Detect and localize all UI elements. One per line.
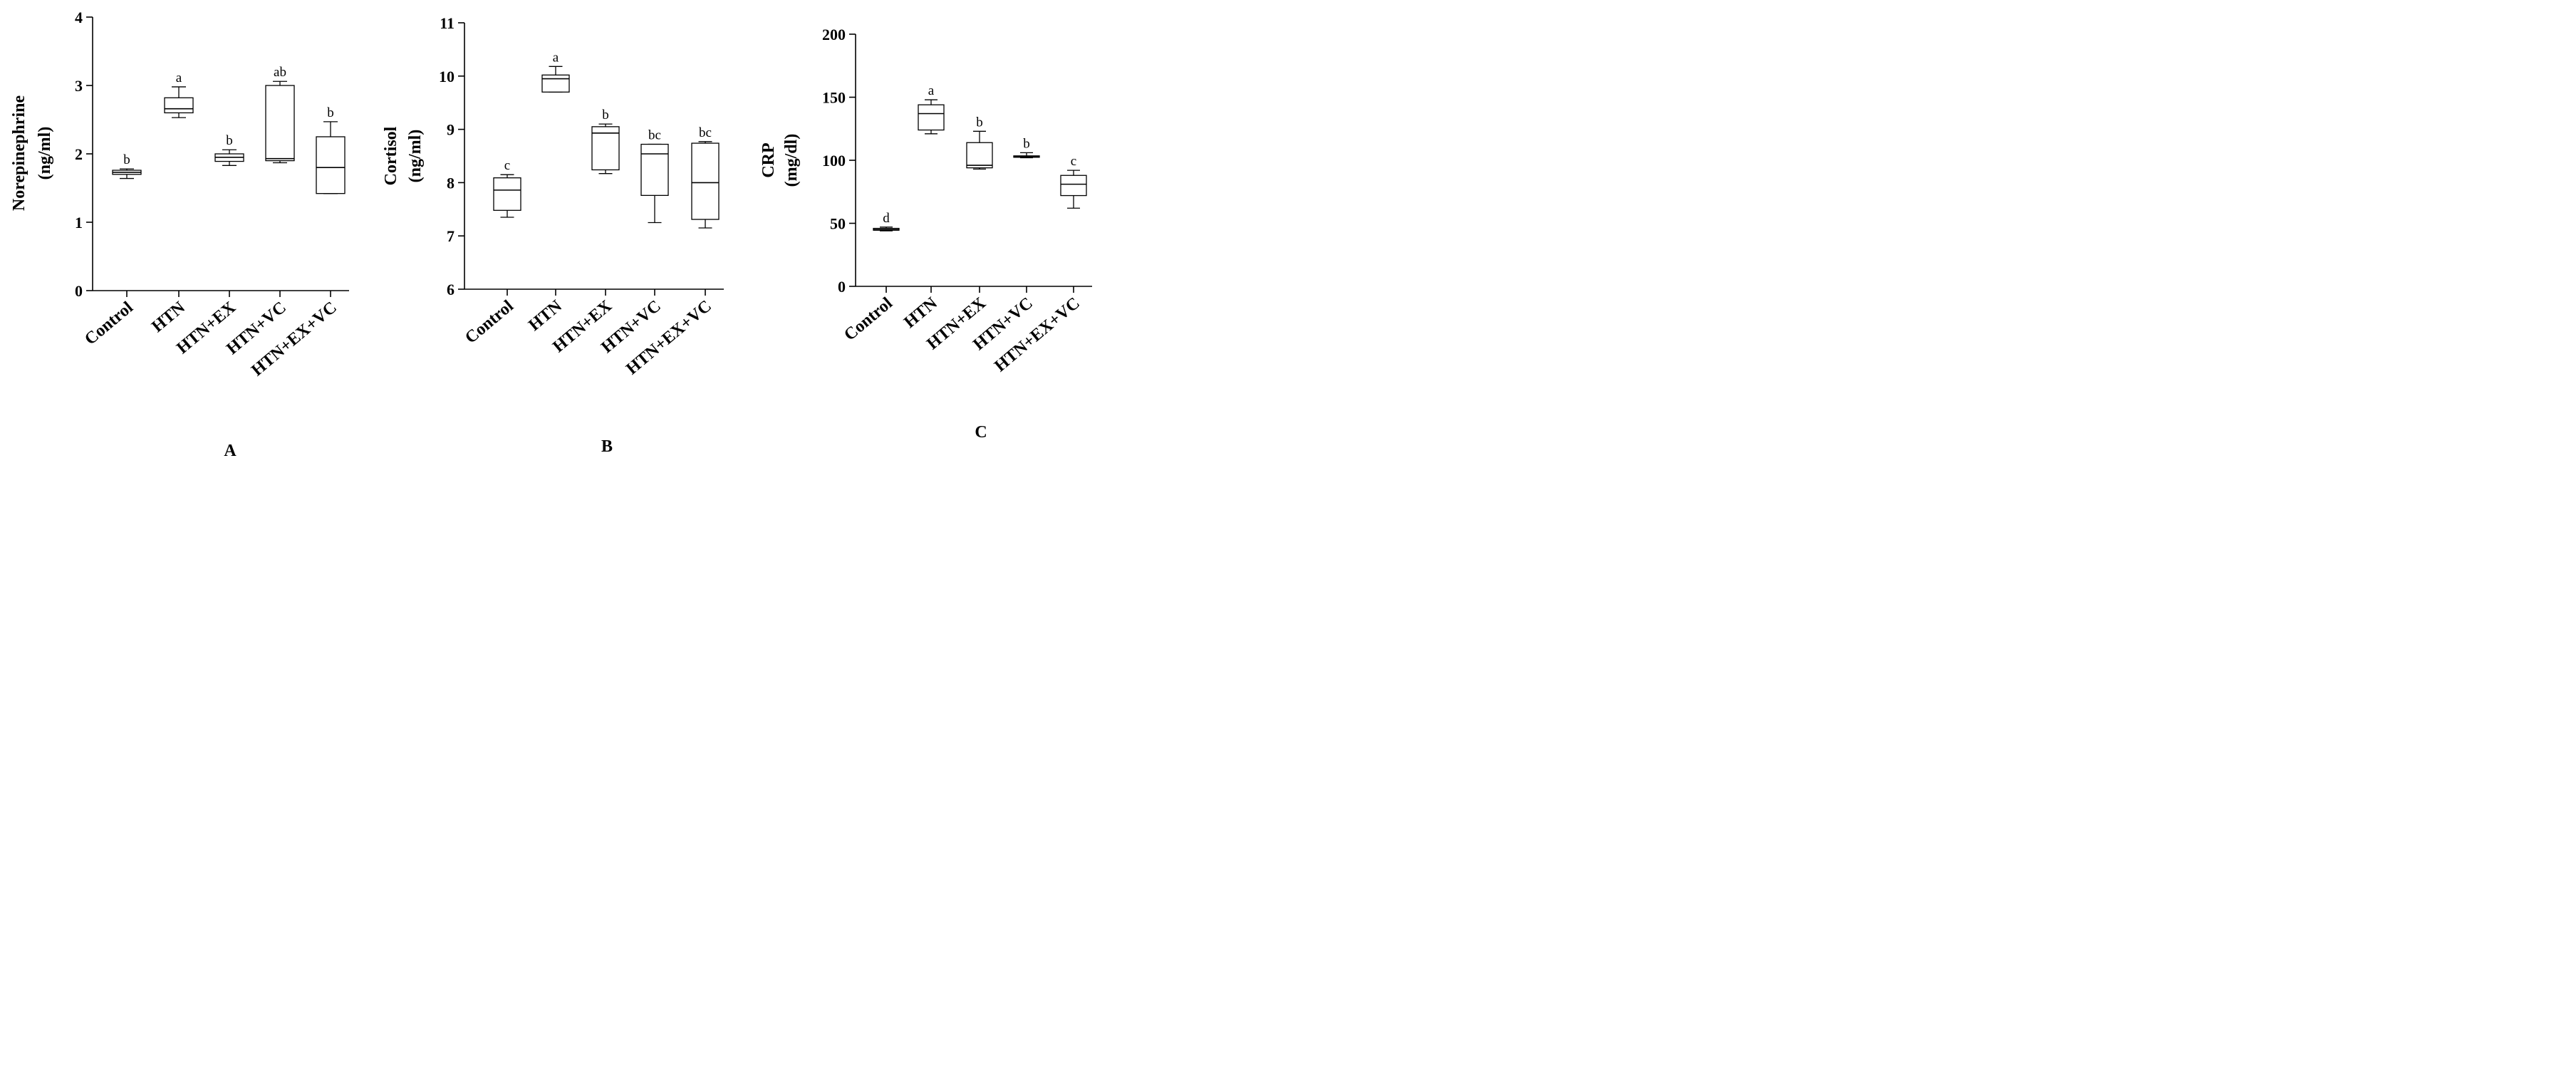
box-htn-vc: bc xyxy=(640,128,669,224)
x-category-label: Control xyxy=(462,296,517,347)
significance-letter: bc xyxy=(648,128,661,143)
y-axis-label: (ng/ml) xyxy=(406,130,425,183)
box-iqr xyxy=(316,136,346,194)
y-axis-label: (mg/dl) xyxy=(782,134,801,187)
x-category-label: HTN+EX+VC xyxy=(248,298,341,380)
box-iqr xyxy=(541,74,570,93)
box-htn: a xyxy=(918,83,945,135)
y-tick-label: 4 xyxy=(75,9,83,26)
significance-letter: b xyxy=(1023,136,1030,151)
x-category-label: HTN+EX+VC xyxy=(623,297,715,379)
y-tick-label: 50 xyxy=(830,215,846,233)
y-tick-label: 2 xyxy=(75,145,83,163)
significance-letter: b xyxy=(327,105,334,120)
box-htn-ex-vc: bc xyxy=(691,125,720,229)
significance-letter: b xyxy=(602,108,609,123)
y-tick-label: 200 xyxy=(822,26,846,43)
y-axis-label: CRP xyxy=(759,142,778,177)
figure: 0 1 2 3 4 Norepinephrine (ng/ml) Control HTN HTN+… xyxy=(0,0,1117,467)
y-tick-label: 8 xyxy=(447,174,455,192)
y-tick-label: 10 xyxy=(439,68,455,85)
panel-label: A xyxy=(224,442,237,460)
box-htn-ex: b xyxy=(966,115,993,170)
box-htn-ex-vc: c xyxy=(1060,154,1087,209)
box-control: d xyxy=(873,211,900,231)
significance-letter: d xyxy=(883,211,890,226)
significance-letter: c xyxy=(504,158,510,173)
y-tick-label: 6 xyxy=(447,281,455,298)
box-iqr xyxy=(640,143,669,197)
y-axis-label: Cortisol xyxy=(382,126,400,185)
significance-letter: a xyxy=(928,83,935,98)
y-tick-label: 11 xyxy=(440,14,455,32)
box-htn-ex: b xyxy=(591,108,620,175)
y-axis-label: (ng/ml) xyxy=(36,127,54,180)
y-axis-label: Norepinephrine xyxy=(10,95,28,212)
y-tick-label: 7 xyxy=(447,227,455,245)
panel-label: B xyxy=(601,437,613,456)
box-htn: a xyxy=(541,50,570,93)
box-iqr xyxy=(265,85,295,162)
y-tick-label: 9 xyxy=(447,121,455,139)
y-tick-label: 1 xyxy=(75,214,83,231)
y-tick-label: 0 xyxy=(838,278,846,296)
significance-letter: ab xyxy=(274,65,286,80)
y-tick-label: 150 xyxy=(822,89,846,107)
significance-letter: c xyxy=(1071,154,1076,169)
significance-letter: bc xyxy=(699,125,712,140)
box-iqr xyxy=(691,142,720,220)
panel-label: C xyxy=(975,423,987,442)
x-category-label: Control xyxy=(81,298,137,348)
x-category-label: HTN xyxy=(525,296,566,335)
box-iqr xyxy=(591,126,620,171)
box-iqr xyxy=(493,177,521,211)
x-category-label: HTN xyxy=(148,298,189,336)
y-tick-label: 3 xyxy=(75,77,83,95)
box-iqr xyxy=(966,142,993,169)
significance-letter: a xyxy=(553,50,559,65)
box-control: c xyxy=(493,158,521,218)
box-control: b xyxy=(112,152,142,180)
box-htn-ex: b xyxy=(214,133,244,166)
x-category-label: Control xyxy=(841,293,896,344)
x-category-label: HTN xyxy=(900,293,941,332)
y-tick-label: 0 xyxy=(75,282,83,300)
significance-letter: b xyxy=(976,115,983,130)
box-htn-vc: ab xyxy=(265,65,295,164)
box-htn: a xyxy=(164,71,194,118)
panel-a: 0 1 2 3 4 Norepinephrine (ng/ml) Control HTN HTN+… xyxy=(10,9,349,460)
significance-letter: a xyxy=(176,71,182,85)
x-category-label: HTN+EX+VC xyxy=(991,294,1084,376)
significance-letter: b xyxy=(226,133,233,148)
box-htn-vc: b xyxy=(1013,136,1040,159)
significance-letter: b xyxy=(123,152,130,167)
box-htn-ex-vc: b xyxy=(316,105,346,194)
box-iqr xyxy=(918,104,945,131)
box-iqr xyxy=(1060,175,1087,197)
y-tick-label: 100 xyxy=(822,152,846,170)
box-iqr xyxy=(164,97,194,114)
